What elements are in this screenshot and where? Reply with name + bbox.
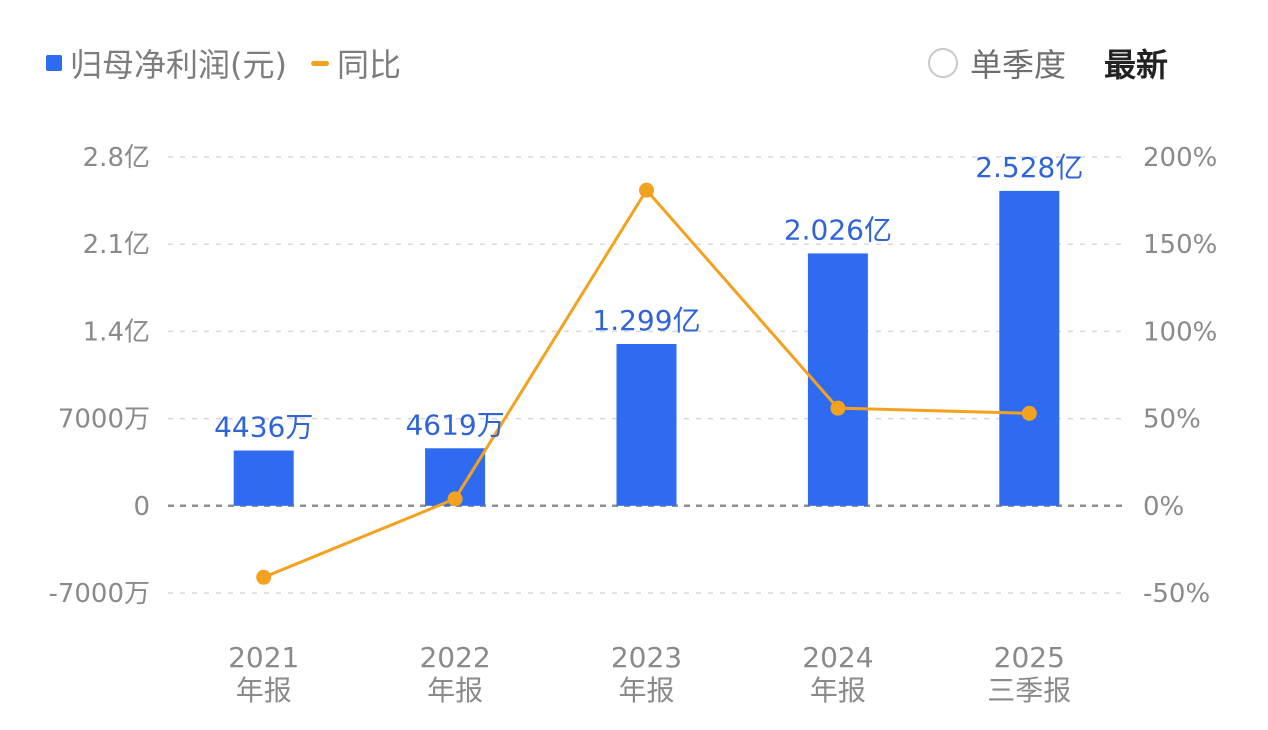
bar-net-profit	[616, 343, 677, 506]
bar-net-profit	[999, 190, 1060, 506]
category-label-period: 三季报	[987, 674, 1071, 707]
category-label-year: 2023	[611, 641, 682, 674]
category-label-period: 年报	[810, 674, 866, 707]
category-label-year: 2021	[228, 641, 299, 674]
left-axis-tick-label: 0	[133, 492, 150, 522]
category-label-period: 年报	[618, 674, 674, 707]
single-quarter-label[interactable]: 单季度	[969, 46, 1066, 84]
latest-option[interactable]: 最新	[1103, 46, 1168, 84]
bar-net-profit	[807, 253, 868, 506]
right-axis-tick-label: 150%	[1143, 230, 1217, 260]
right-axis-tick-label: 100%	[1143, 317, 1217, 347]
yoy-point	[256, 569, 272, 585]
category-label-year: 2024	[802, 641, 873, 674]
right-axis-tick-label: -50%	[1143, 579, 1210, 609]
bar-value-label: 2.026亿	[784, 213, 892, 246]
bar-value-label: 4619万	[405, 408, 504, 441]
bar-value-label: 1.299亿	[592, 304, 700, 337]
category-label-year: 2022	[419, 641, 490, 674]
single-quarter-radio[interactable]	[927, 48, 958, 78]
yoy-point	[1021, 405, 1037, 421]
legend-bar-swatch	[46, 55, 62, 71]
legend-item-net-profit[interactable]: 归母净利润(元)	[46, 40, 287, 86]
left-axis-tick-label: 2.8亿	[83, 143, 150, 173]
right-axis-tick-label: 0%	[1143, 492, 1184, 522]
yoy-point	[639, 182, 654, 198]
bar-value-label: 2.528亿	[975, 151, 1083, 184]
left-axis-tick-label: 1.4亿	[83, 317, 150, 347]
chart-legend: 归母净利润(元) 同比	[46, 40, 401, 86]
bar-value-label: 4436万	[214, 411, 313, 444]
yoy-point	[830, 400, 846, 416]
right-axis-tick-label: 200%	[1143, 143, 1217, 173]
yoy-point	[447, 491, 463, 507]
right-axis-tick-label: 50%	[1143, 405, 1201, 435]
chart-controls: 单季度 最新	[927, 40, 1168, 86]
left-axis-tick-label: 7000万	[58, 405, 150, 435]
legend-line-swatch	[310, 60, 329, 66]
bar-net-profit	[233, 450, 294, 506]
category-label-period: 年报	[427, 674, 483, 707]
category-label-year: 2025	[994, 641, 1065, 674]
legend-bar-label: 归母净利润(元)	[70, 46, 287, 84]
category-label-period: 年报	[236, 674, 292, 707]
left-axis-tick-label: -7000万	[48, 579, 150, 609]
legend-item-yoy[interactable]: 同比	[297, 40, 401, 86]
legend-line-label: 同比	[336, 46, 401, 84]
left-axis-tick-label: 2.1亿	[83, 230, 150, 260]
